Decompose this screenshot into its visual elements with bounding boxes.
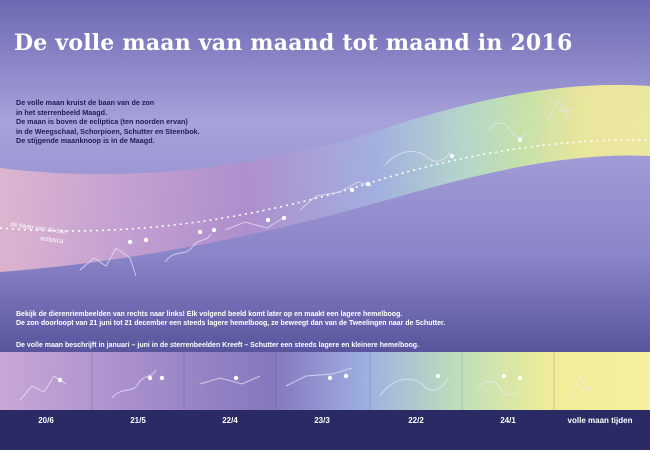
page-title: De volle maan van maand tot maand in 201… [14,30,573,56]
full-moon-marker [449,153,455,159]
full-moon-marker [143,237,149,243]
note-line: De zon doorloopt van 21 juni tot 21 dece… [16,320,446,328]
date-label: 22/4 [222,416,238,425]
gemini-figure [547,99,573,121]
date-label: volle maan tijden [567,416,633,425]
leo-figure [384,150,452,166]
full-moon-marker [281,215,287,221]
intro-text: De volle maan kruist de baan van de zon … [16,98,200,146]
date-label: 20/6 [38,416,54,425]
full-moon-marker [265,217,271,223]
intro-line: in de Weegschaal, Schorpioen, Schutter e… [16,126,200,136]
intro-line: De stijgende maanknoop is in de Maagd. [16,136,155,146]
full-moon-marker [211,227,217,233]
date-label: 22/2 [408,416,424,425]
constellation-strip [0,352,650,410]
full-moon-marker [197,229,203,235]
scorpius-figure [164,233,212,263]
full-moon-marker [517,137,523,143]
date-label: 23/3 [314,416,330,425]
ecliptic-label-2: ecliptica [40,235,65,245]
instruction-text: Bekijk de dierenriembeelden van rechts n… [16,310,445,329]
strip-cancer [477,380,519,396]
strip-gemini [569,374,595,401]
strip-virgo [285,367,353,387]
strip-sagittarius [19,375,67,401]
note-line: Bekijk de dierenriembeelden van rechts n… [16,311,403,318]
virgo-figure [299,181,373,211]
date-label: 24/1 [500,416,516,425]
intro-line: in het sterrenbeeld Maagd. [16,107,108,117]
strip-leo [379,377,449,397]
cancer-figure [487,122,529,138]
date-bar: 20/6 21/5 22/4 23/3 22/2 24/1 volle maan… [0,410,650,450]
date-label: 21/5 [130,416,146,425]
strip-scorpius [111,369,157,399]
full-moon-marker [349,187,355,193]
intro-line: De maan is boven de ecliptica (ten noord… [16,117,188,127]
full-moon-marker [127,239,133,245]
bottom-note: De volle maan beschrijft in januari – ju… [16,342,420,349]
libra-figure [224,217,284,231]
ecliptic-line [0,139,650,232]
intro-line: De volle maan kruist de baan van de zon [16,98,155,107]
full-moon-marker [365,181,371,187]
sagittarius-figure [79,247,137,277]
zodiac-band [0,84,650,272]
strip-libra [199,375,261,385]
